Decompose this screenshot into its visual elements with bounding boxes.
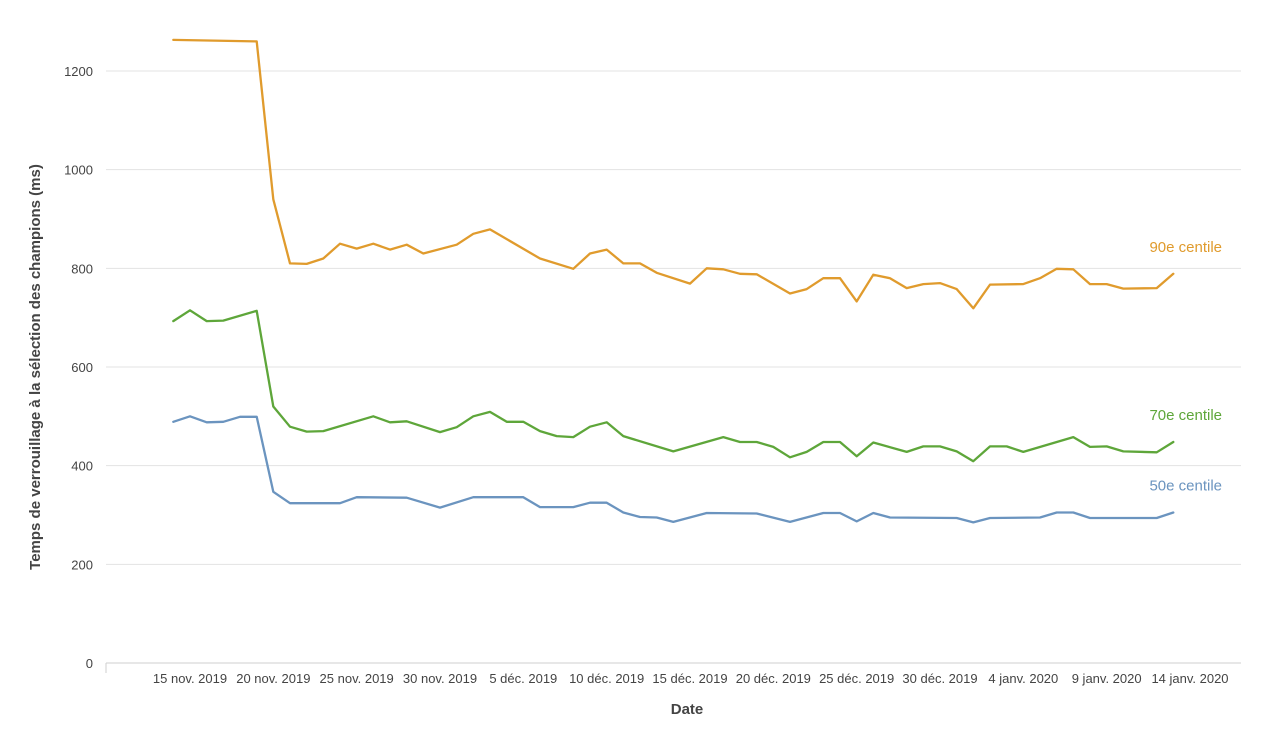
x-tick-label: 20 nov. 2019 [236,671,310,686]
series-line-90e-centile [172,38,1175,310]
series-lines [172,38,1175,524]
x-tick-label: 25 nov. 2019 [320,671,394,686]
x-tick-label: 25 déc. 2019 [819,671,894,686]
y-axis-ticks: 0 200 400 600 800 1000 1200 [64,64,93,671]
y-tick-label: 1200 [64,64,93,79]
y-axis-title: Temps de verrouillage à la sélection des… [27,164,44,570]
y-tick-label: 200 [71,557,93,572]
x-tick-label: 10 déc. 2019 [569,671,644,686]
x-tick-label: 20 déc. 2019 [736,671,811,686]
x-tick-label: 15 déc. 2019 [652,671,727,686]
y-tick-label: 0 [86,656,93,671]
y-tick-label: 800 [71,261,93,276]
y-tick-label: 1000 [64,163,93,178]
gridlines [105,70,1241,673]
x-tick-label: 9 janv. 2020 [1072,671,1142,686]
x-tick-label: 30 nov. 2019 [403,671,477,686]
x-tick-label: 30 déc. 2019 [902,671,977,686]
series-label-90e-centile: 90e centile [1149,239,1222,256]
x-axis-title: Date [671,701,704,718]
y-tick-label: 600 [71,360,93,375]
series-line-70e-centile [172,309,1175,463]
x-tick-label: 5 déc. 2019 [489,671,557,686]
x-axis-ticks: 15 nov. 2019 20 nov. 2019 25 nov. 2019 30 n… [153,671,1229,686]
series-labels: 90e centile 70e centile 50e centile [1149,239,1222,495]
series-label-70e-centile: 70e centile [1149,407,1222,424]
x-tick-label: 4 janv. 2020 [988,671,1058,686]
y-tick-label: 400 [71,459,93,474]
series-label-50e-centile: 50e centile [1149,478,1222,495]
series-line-50e-centile [172,415,1175,524]
x-tick-label: 15 nov. 2019 [153,671,227,686]
x-tick-label: 14 janv. 2020 [1151,671,1228,686]
